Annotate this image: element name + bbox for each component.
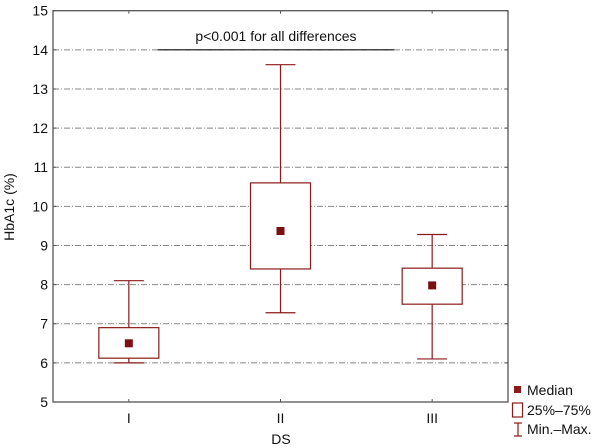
iqr-box bbox=[249, 182, 312, 270]
legend-median-label: Median bbox=[527, 382, 573, 398]
significance-annotation: p<0.001 for all differences bbox=[157, 28, 395, 51]
legend: Median 25%–75% Min.–Max. bbox=[511, 382, 592, 437]
x-tick-label: II bbox=[277, 410, 285, 426]
y-tick-label: 9 bbox=[40, 237, 48, 253]
legend-iqr-symbol bbox=[511, 402, 524, 418]
y-tick-label: 10 bbox=[32, 198, 48, 214]
significance-label: p<0.001 for all differences bbox=[195, 28, 356, 44]
box-III bbox=[401, 233, 463, 360]
x-tick-label: I bbox=[127, 410, 131, 426]
y-tick-label: 7 bbox=[40, 316, 48, 332]
legend-iqr-label: 25%–75% bbox=[527, 402, 591, 418]
y-tick-label: 5 bbox=[40, 394, 48, 410]
legend-median-symbol bbox=[514, 386, 521, 393]
box-I bbox=[98, 280, 160, 364]
y-tick-label: 15 bbox=[32, 3, 48, 19]
y-axis-label: HbA1c (%) bbox=[1, 173, 17, 241]
median-marker bbox=[428, 281, 437, 290]
x-axis-label: DS bbox=[271, 431, 290, 447]
y-tick-label: 13 bbox=[32, 81, 48, 97]
y-tick-label: 11 bbox=[33, 159, 48, 175]
box-II bbox=[249, 64, 312, 314]
y-tick-label: 14 bbox=[32, 42, 48, 58]
median-marker bbox=[124, 339, 133, 348]
median-marker bbox=[276, 227, 285, 236]
boxes bbox=[98, 64, 463, 364]
legend-whisker-symbol bbox=[514, 422, 522, 437]
legend-whisker-label: Min.–Max. bbox=[527, 421, 592, 437]
y-tick-label: 8 bbox=[40, 277, 48, 293]
plot-frame bbox=[52, 10, 509, 403]
x-tick-label: III bbox=[426, 410, 438, 426]
y-tick-label: 12 bbox=[32, 120, 48, 136]
iqr-box bbox=[401, 267, 463, 305]
y-tick-label: 6 bbox=[40, 355, 48, 371]
